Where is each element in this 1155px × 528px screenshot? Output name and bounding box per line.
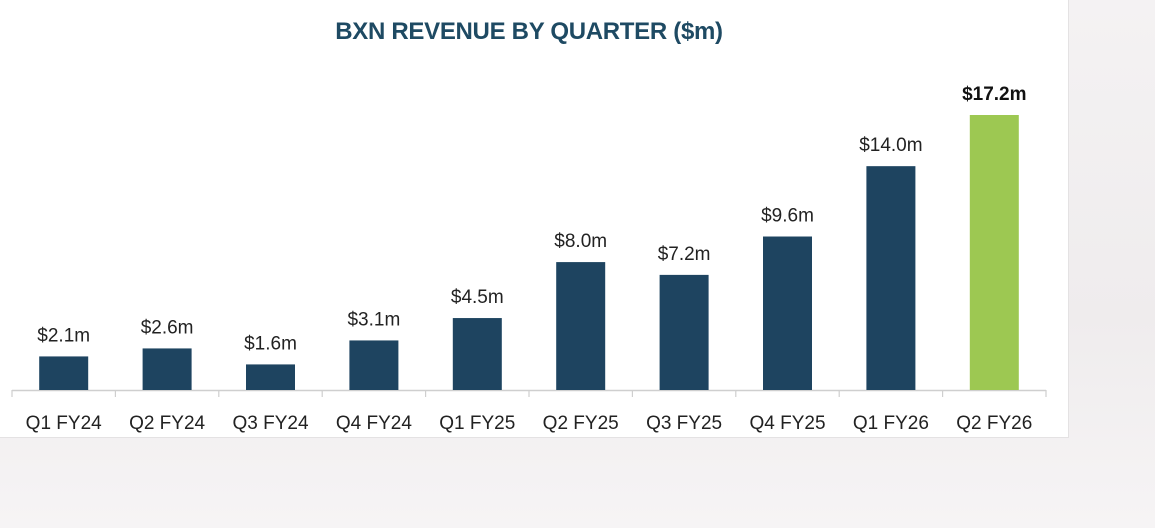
x-tick-label: Q2 FY26 <box>956 413 1032 434</box>
x-tick-label: Q2 FY25 <box>543 413 619 434</box>
x-tick-label: Q2 FY24 <box>129 413 205 434</box>
x-tick-label: Q1 FY25 <box>439 413 515 434</box>
x-tick-label: Q3 FY24 <box>232 413 308 434</box>
bar-q2-fy25 <box>556 262 606 390</box>
data-label: $7.2m <box>658 244 711 265</box>
x-tick-label: Q1 FY24 <box>26 413 102 434</box>
bar-q2-fy26 <box>969 115 1019 390</box>
x-tick-label: Q3 FY25 <box>646 413 722 434</box>
bar-q2-fy24 <box>142 348 192 390</box>
data-label: $8.0m <box>554 231 607 252</box>
data-label: $2.1m <box>37 325 90 346</box>
data-label: $4.5m <box>451 287 504 308</box>
bar-q1-fy25 <box>452 318 502 390</box>
data-label: $17.2m <box>962 84 1026 105</box>
bar-q1-fy26 <box>866 166 916 390</box>
bar-q4-fy24 <box>349 340 399 390</box>
bar-q3-fy24 <box>246 364 295 390</box>
x-tick-label: Q4 FY25 <box>749 413 825 434</box>
x-tick-label: Q1 FY26 <box>853 413 929 434</box>
bar-chart: $2.1m Q1 FY24 $2.6m Q2 FY24 $1.6m Q3 FY24 $3.1… <box>11 84 1047 434</box>
chart-title: BXN REVENUE BY QUARTER ($m) <box>335 18 723 45</box>
data-label: $2.6m <box>141 317 194 338</box>
bar-q4-fy25 <box>763 236 812 390</box>
bar-q3-fy25 <box>659 274 709 390</box>
data-label: $3.1m <box>347 309 400 330</box>
chart-panel: BXN REVENUE BY QUARTER ($m) $2.1m Q1 FY24… <box>0 0 1069 438</box>
x-tick-label: Q4 FY24 <box>336 413 412 434</box>
data-label: $9.6m <box>761 206 814 227</box>
data-label: $1.6m <box>244 333 297 354</box>
data-label: $14.0m <box>859 135 922 156</box>
bar-q1-fy24 <box>39 356 89 390</box>
